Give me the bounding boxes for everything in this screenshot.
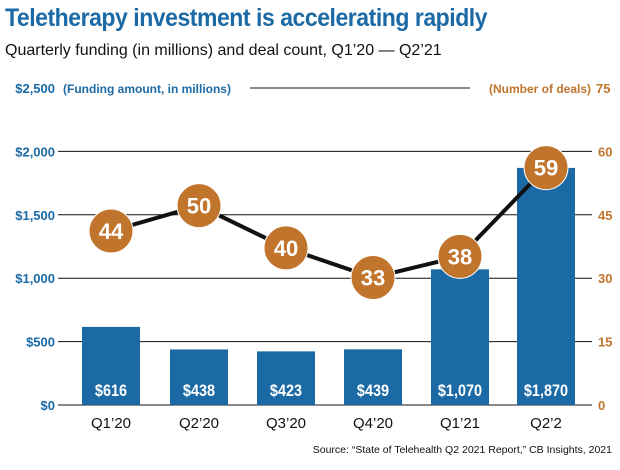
deal-count-label: 50 xyxy=(187,194,211,219)
bar-value-label: $438 xyxy=(183,382,215,400)
source-note: Source: “State of Telehealth Q2 2021 Rep… xyxy=(312,444,612,456)
bar-value-label: $616 xyxy=(95,382,127,400)
bar xyxy=(82,326,140,405)
bar xyxy=(344,349,402,405)
left-tick-label: $1,500 xyxy=(15,208,55,223)
bar xyxy=(170,349,228,405)
x-tick-label: Q4’20 xyxy=(353,415,393,432)
right-tick-label: 30 xyxy=(598,271,612,286)
deal-count-label: 59 xyxy=(534,156,558,181)
right-tick-label: 60 xyxy=(598,144,612,159)
left-tick-label: $2,500 xyxy=(15,81,55,96)
left-tick-label: $500 xyxy=(26,335,55,350)
bar-value-label: $1,870 xyxy=(524,382,568,400)
right-tick-label: 15 xyxy=(598,335,612,350)
right-tick-label: 75 xyxy=(596,81,610,96)
x-tick-label: Q3’20 xyxy=(266,415,306,432)
deal-count-label: 40 xyxy=(274,236,298,261)
bar xyxy=(517,167,575,405)
right-tick-label: 45 xyxy=(598,208,612,223)
deal-count-label: 33 xyxy=(361,266,385,291)
left-axis-title: (Funding amount, in millions) xyxy=(63,82,231,96)
deal-marker xyxy=(88,208,134,254)
left-tick-label: $0 xyxy=(41,398,55,413)
left-tick-label: $1,000 xyxy=(15,271,55,286)
deal-marker xyxy=(523,145,569,191)
right-axis-title: (Number of deals) xyxy=(489,82,591,96)
bar xyxy=(257,351,315,405)
chart-subtitle: Quarterly funding (in millions) and deal… xyxy=(5,42,442,59)
deal-marker xyxy=(350,255,396,301)
x-tick-label: Q1’20 xyxy=(91,415,131,432)
bar-value-label: $423 xyxy=(270,382,302,400)
deal-marker xyxy=(437,233,483,279)
chart-title: Teletherapy investment is accelerating r… xyxy=(5,4,488,32)
x-tick-label: Q2’2 xyxy=(530,415,562,432)
bar xyxy=(431,269,489,405)
x-tick-label: Q2’20 xyxy=(179,415,219,432)
left-tick-label: $2,000 xyxy=(15,144,55,159)
bar-value-label: $439 xyxy=(357,382,389,400)
deal-marker xyxy=(263,225,309,271)
bar-value-label: $1,070 xyxy=(438,382,482,400)
deal-count-label: 38 xyxy=(448,244,472,269)
deal-marker xyxy=(176,183,222,229)
x-tick-label: Q1’21 xyxy=(440,415,480,432)
right-tick-label: 0 xyxy=(598,398,605,413)
deal-count-label: 44 xyxy=(99,219,124,244)
